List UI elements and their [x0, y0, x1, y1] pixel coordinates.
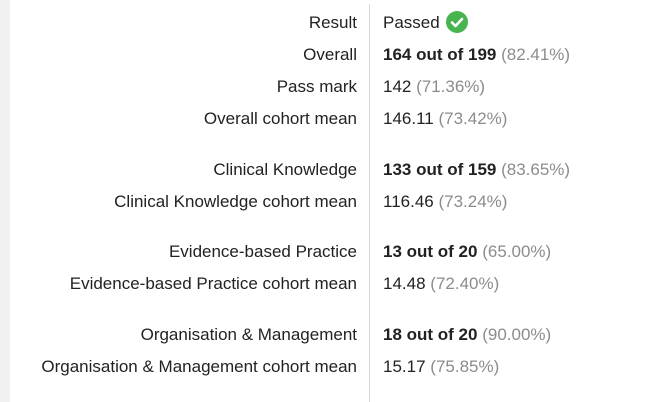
evidence-based-practice-score: 13 out of 20 — [383, 242, 478, 261]
overall-value: 164 out of 199 (82.41%) — [383, 39, 570, 71]
organisation-management-cohort-mean-percent: (75.85%) — [430, 357, 500, 376]
clinical-knowledge-row: Clinical Knowledge 133 out of 159 (83.65… — [10, 154, 645, 186]
pass-mark-value: 142 (71.36%) — [383, 71, 485, 103]
clinical-knowledge-cohort-mean-row: Clinical Knowledge cohort mean 116.46 (7… — [10, 186, 645, 218]
organisation-management-value: 18 out of 20 (90.00%) — [383, 319, 551, 351]
clinical-knowledge-value: 133 out of 159 (83.65%) — [383, 154, 570, 186]
overall-score: 164 out of 199 — [383, 45, 497, 64]
pass-mark-percent: (71.36%) — [416, 77, 486, 96]
pass-mark-label: Pass mark — [276, 77, 357, 96]
pass-mark-score: 142 — [383, 77, 412, 96]
evidence-based-practice-cohort-mean-row: Evidence-based Practice cohort mean 14.4… — [10, 268, 645, 300]
overall-cohort-mean-value: 146.11 (73.42%) — [383, 103, 507, 135]
organisation-management-score: 18 out of 20 — [383, 325, 478, 344]
clinical-knowledge-cohort-mean-value: 116.46 (73.24%) — [383, 186, 507, 218]
evidence-based-practice-cohort-mean-percent: (72.40%) — [430, 274, 500, 293]
organisation-management-cohort-mean-value: 15.17 (75.85%) — [383, 351, 499, 383]
overall-percent: (82.41%) — [501, 45, 571, 64]
result-status-text: Passed — [383, 13, 440, 32]
pass-mark-row: Pass mark 142 (71.36%) — [10, 71, 645, 103]
check-circle-icon — [445, 10, 468, 33]
clinical-knowledge-cohort-mean-score: 116.46 — [383, 192, 434, 211]
result-value: Passed — [383, 7, 468, 39]
overall-cohort-mean-score: 146.11 — [383, 109, 434, 128]
organisation-management-cohort-mean-row: Organisation & Management cohort mean 15… — [10, 351, 645, 383]
evidence-based-practice-row: Evidence-based Practice 13 out of 20 (65… — [10, 236, 645, 268]
evidence-based-practice-value: 13 out of 20 (65.00%) — [383, 236, 551, 268]
overall-cohort-mean-percent: (73.42%) — [438, 109, 508, 128]
organisation-management-label: Organisation & Management — [140, 325, 357, 344]
organisation-management-cohort-mean-label: Organisation & Management cohort mean — [41, 357, 357, 376]
organisation-management-row: Organisation & Management 18 out of 20 (… — [10, 319, 645, 351]
clinical-knowledge-percent: (83.65%) — [501, 160, 571, 179]
overall-cohort-mean-row: Overall cohort mean 146.11 (73.42%) — [10, 103, 645, 135]
overall-row: Overall 164 out of 199 (82.41%) — [10, 39, 645, 71]
organisation-management-percent: (90.00%) — [482, 325, 552, 344]
result-row: Result Passed — [10, 7, 645, 39]
overall-cohort-mean-label: Overall cohort mean — [203, 109, 357, 128]
clinical-knowledge-cohort-mean-percent: (73.24%) — [438, 192, 508, 211]
evidence-based-practice-label: Evidence-based Practice — [168, 242, 357, 261]
clinical-knowledge-score: 133 out of 159 — [383, 160, 497, 179]
evidence-based-practice-cohort-mean-label: Evidence-based Practice cohort mean — [69, 274, 357, 293]
result-label: Result — [308, 13, 357, 32]
evidence-based-practice-cohort-mean-score: 14.48 — [383, 274, 426, 293]
clinical-knowledge-cohort-mean-label: Clinical Knowledge cohort mean — [114, 192, 357, 211]
organisation-management-cohort-mean-score: 15.17 — [383, 357, 426, 376]
clinical-knowledge-label: Clinical Knowledge — [213, 160, 357, 179]
clipped-text-fragment: ¸ — [380, 0, 640, 3]
evidence-based-practice-percent: (65.00%) — [482, 242, 552, 261]
evidence-based-practice-cohort-mean-value: 14.48 (72.40%) — [383, 268, 499, 300]
column-divider — [369, 4, 370, 402]
results-panel: ¸ Result Passed Overall 164 out of 199 (… — [10, 0, 645, 402]
overall-label: Overall — [303, 45, 357, 64]
